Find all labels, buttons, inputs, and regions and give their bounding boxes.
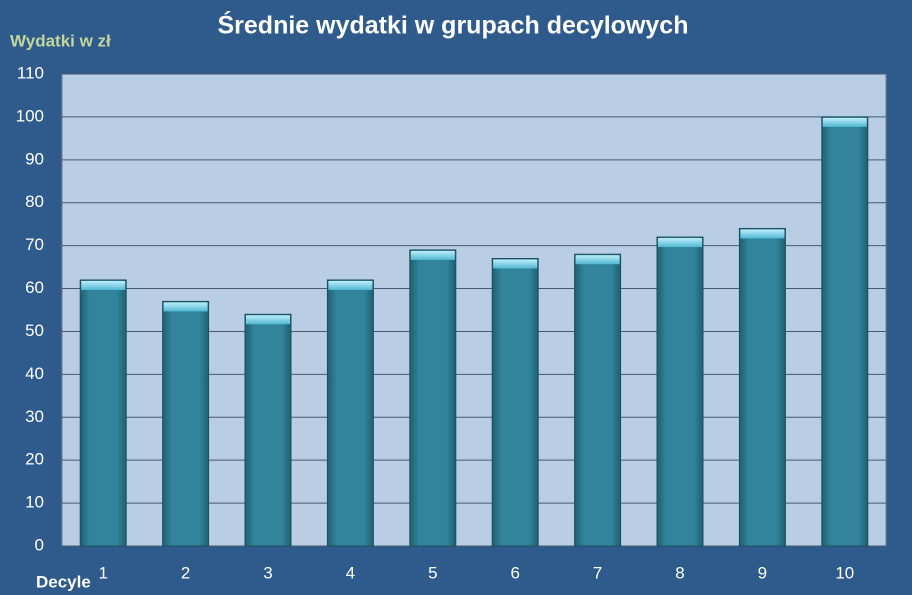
- y-tick-label: 20: [25, 450, 44, 469]
- x-tick-label: 6: [510, 563, 519, 582]
- x-tick-label: 3: [263, 563, 272, 582]
- x-axis-label: Decyle: [36, 572, 91, 591]
- bar-cap: [658, 238, 702, 248]
- y-tick-label: 10: [25, 493, 44, 512]
- bar: [326, 279, 374, 547]
- y-tick-label: 0: [35, 535, 44, 554]
- bar: [574, 253, 622, 547]
- x-tick-label: 9: [758, 563, 767, 582]
- x-tick-label: 5: [428, 563, 437, 582]
- y-tick-label: 100: [16, 106, 44, 125]
- bar-cap: [822, 117, 867, 127]
- bar: [409, 249, 457, 547]
- chart-title: Średnie wydatki w grupach decylowych: [218, 10, 689, 40]
- y-tick-label: 90: [25, 149, 44, 168]
- x-tick-label: 10: [835, 563, 854, 582]
- x-tick-label: 4: [346, 563, 355, 582]
- bar-cap: [740, 229, 785, 239]
- y-tick-label: 60: [25, 278, 44, 297]
- bar: [738, 227, 786, 547]
- y-tick-label: 40: [25, 364, 44, 383]
- bar-cap: [575, 255, 620, 265]
- y-tick-label: 50: [25, 321, 44, 340]
- bar-cap: [328, 280, 373, 290]
- x-tick-label: 1: [98, 563, 107, 582]
- bar: [162, 300, 210, 547]
- x-tick-label: 2: [181, 563, 190, 582]
- x-tick-label: 8: [675, 563, 684, 582]
- bar: [491, 258, 539, 547]
- bar-cap: [246, 315, 290, 325]
- y-tick-label: 70: [25, 235, 44, 254]
- x-tick-label: 7: [593, 563, 602, 582]
- bar: [244, 313, 292, 547]
- bar: [656, 236, 704, 547]
- bar-cap: [81, 280, 126, 290]
- bar: [79, 279, 127, 547]
- y-tick-label: 30: [25, 407, 44, 426]
- y-axis-label: Wydatki w zł: [10, 31, 111, 50]
- bar-cap: [163, 302, 208, 312]
- bar-cap: [493, 259, 538, 269]
- bar-cap: [410, 250, 455, 260]
- bar: [821, 116, 869, 547]
- y-tick-label: 110: [17, 63, 44, 82]
- y-tick-label: 80: [25, 192, 44, 211]
